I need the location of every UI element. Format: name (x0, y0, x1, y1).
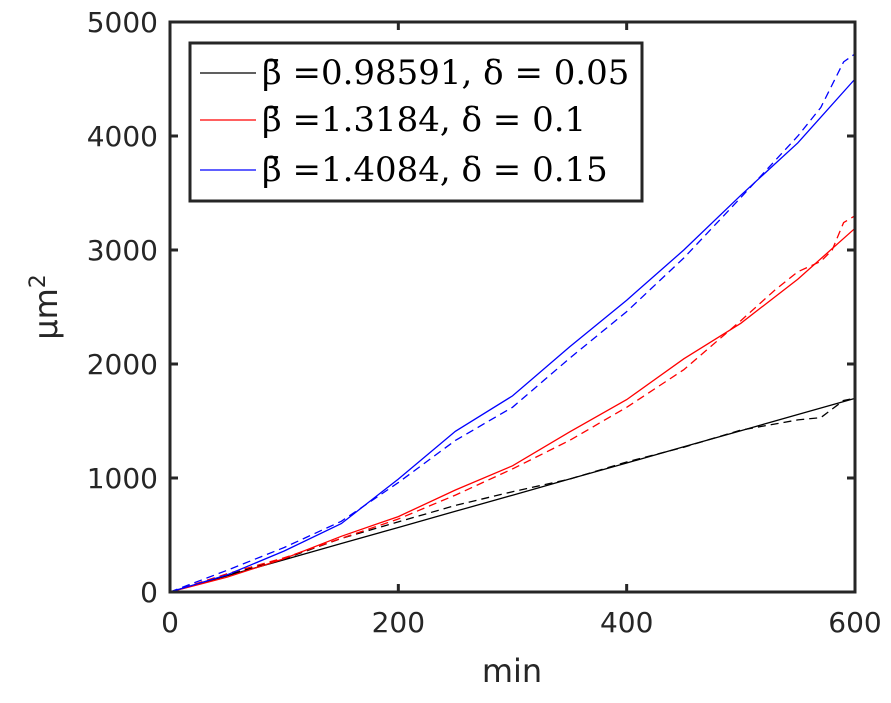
series-2-data-line (169, 53, 856, 593)
axes-layer: 0 200 400 600 0 1000 2000 3000 4000 5000 (87, 6, 882, 639)
series-1-fit-line (169, 227, 856, 593)
y-tick-label: 2000 (87, 348, 158, 381)
x-tick-label: 400 (600, 606, 653, 639)
y-tick-label: 0 (140, 576, 158, 609)
legend: β̄ =0.98591, δ = 0.05 β̄ =1.3184, δ = 0.… (188, 41, 644, 203)
y-axis-label-unit: μm (27, 288, 65, 340)
legend-box (188, 41, 644, 203)
series-0-fit-line (169, 397, 856, 593)
y-axis-label: μm2 (26, 274, 65, 340)
x-tick-label: 600 (828, 606, 881, 639)
y-tick-label: 5000 (87, 6, 158, 39)
series-0-data-line (169, 397, 856, 593)
y-tick-label: 4000 (87, 120, 158, 153)
axes-box (168, 20, 857, 594)
x-axis-label: min (482, 652, 542, 690)
series-2-fit-line (169, 78, 856, 593)
x-tick-label: 0 (161, 606, 179, 639)
y-tick-label: 1000 (87, 462, 158, 495)
legend-label-1: β̄ =1.3184, δ = 0.1 (262, 100, 586, 140)
y-tick-label: 3000 (87, 234, 158, 267)
x-tick-label: 200 (372, 606, 425, 639)
series-1-data-line (169, 215, 856, 593)
series-layer (169, 53, 856, 593)
y-axis-label-exponent: 2 (26, 274, 51, 288)
legend-label-2: β̄ =1.4084, δ = 0.15 (262, 150, 608, 190)
legend-label-0: β̄ =0.98591, δ = 0.05 (262, 53, 629, 93)
